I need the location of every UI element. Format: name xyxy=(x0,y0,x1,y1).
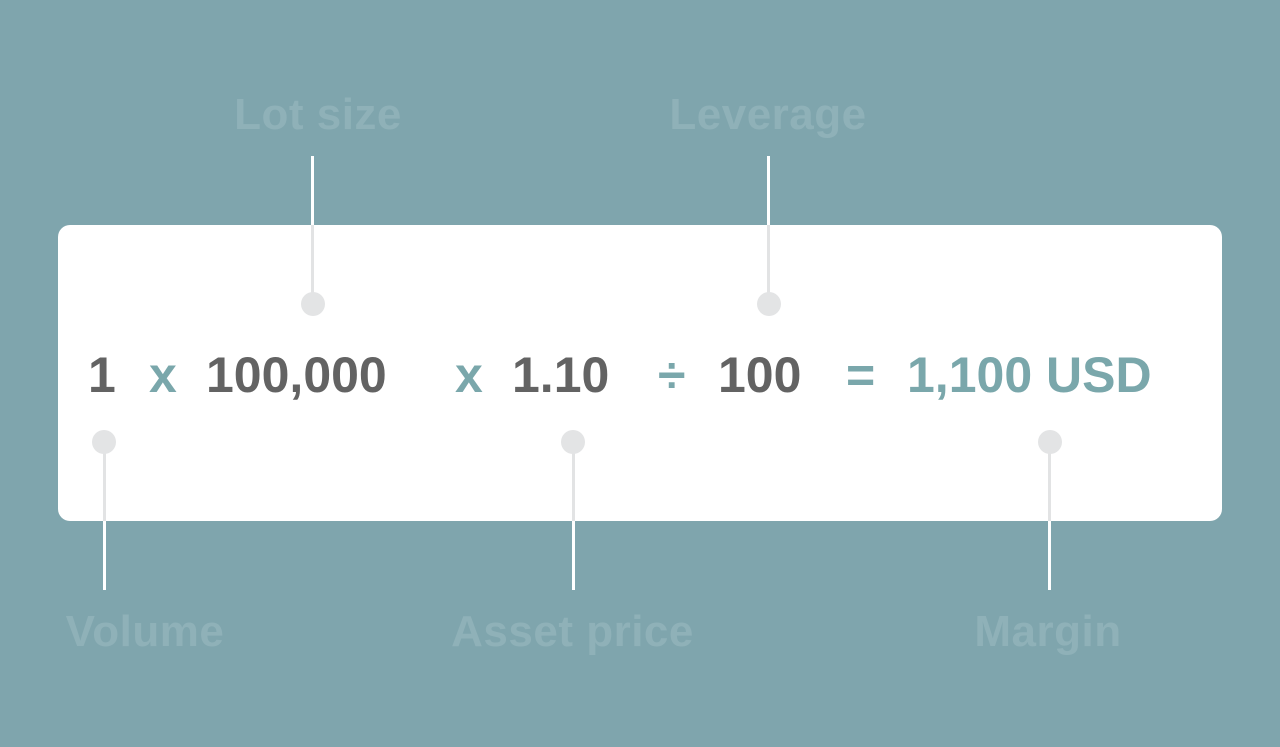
multiply-operator-1: x xyxy=(149,347,177,403)
lot-size-value: 100,000 xyxy=(206,347,387,403)
leverage-value: 100 xyxy=(718,347,802,403)
leverage-dot xyxy=(757,292,781,316)
margin-dot xyxy=(1038,430,1062,454)
volume-connector xyxy=(103,442,106,521)
asset-price-connector-outer xyxy=(572,520,575,590)
margin-connector xyxy=(1048,442,1051,521)
margin-value: 1,100 USD xyxy=(907,347,1152,403)
margin-connector-outer xyxy=(1048,520,1051,590)
asset-price-connector xyxy=(572,442,575,521)
leverage-connector-outer xyxy=(767,156,770,226)
leverage-label: Leverage xyxy=(669,90,867,139)
volume-value: 1 xyxy=(88,347,116,403)
multiply-operator-2: x xyxy=(455,347,483,403)
lot-size-connector-outer xyxy=(311,156,314,226)
leverage-connector xyxy=(767,225,770,303)
volume-connector-outer xyxy=(103,520,106,590)
volume-label: Volume xyxy=(65,607,225,656)
lot-size-label: Lot size xyxy=(234,90,402,139)
asset-price-label: Asset price xyxy=(451,607,694,656)
asset-price-value: 1.10 xyxy=(512,347,610,403)
equals-operator: = xyxy=(846,347,876,403)
divide-operator: ÷ xyxy=(658,347,686,403)
asset-price-dot xyxy=(561,430,585,454)
formula-card xyxy=(58,225,1222,521)
lot-size-connector xyxy=(311,225,314,303)
margin-label: Margin xyxy=(974,607,1122,656)
lot-size-dot xyxy=(301,292,325,316)
volume-dot xyxy=(92,430,116,454)
